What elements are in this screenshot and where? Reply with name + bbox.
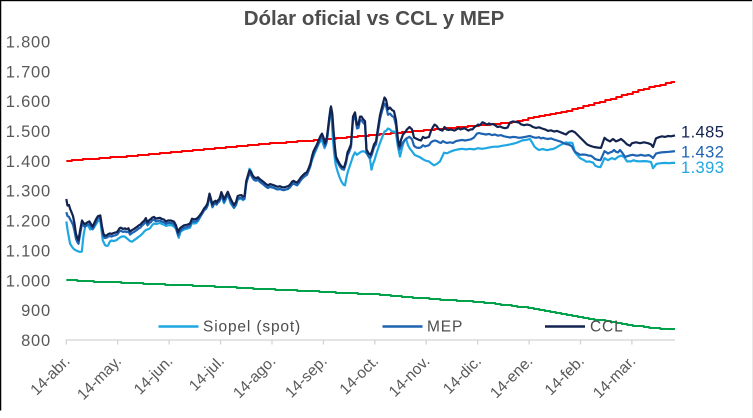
- svg-text:1.000: 1.000: [6, 272, 51, 290]
- svg-text:1.485: 1.485: [681, 124, 724, 142]
- svg-text:CCL: CCL: [590, 318, 624, 335]
- svg-text:800: 800: [21, 332, 51, 350]
- svg-text:1.400: 1.400: [6, 153, 51, 171]
- svg-text:1.300: 1.300: [6, 183, 51, 201]
- svg-text:14-may.: 14-may.: [74, 353, 125, 404]
- svg-text:1.500: 1.500: [6, 123, 51, 141]
- svg-text:14-mar.: 14-mar.: [590, 353, 639, 402]
- svg-text:14-nov.: 14-nov.: [386, 353, 434, 401]
- svg-text:14-dic.: 14-dic.: [440, 353, 485, 398]
- svg-text:MEP: MEP: [427, 318, 463, 335]
- svg-text:14-feb.: 14-feb.: [542, 353, 588, 399]
- svg-text:1.200: 1.200: [6, 213, 51, 231]
- svg-text:1.100: 1.100: [6, 243, 51, 261]
- svg-text:1.700: 1.700: [6, 63, 51, 81]
- svg-text:1.393: 1.393: [681, 159, 724, 177]
- svg-text:14-ene.: 14-ene.: [487, 353, 536, 402]
- svg-text:1.432: 1.432: [681, 143, 724, 161]
- svg-text:1.800: 1.800: [6, 33, 51, 51]
- svg-text:Dólar oficial vs CCL y MEP: Dólar oficial vs CCL y MEP: [244, 7, 505, 30]
- svg-text:14-oct.: 14-oct.: [337, 353, 383, 399]
- svg-text:14-jun.: 14-jun.: [131, 353, 177, 399]
- svg-text:14-ago.: 14-ago.: [230, 353, 279, 402]
- svg-text:14-sep.: 14-sep.: [282, 353, 331, 402]
- svg-text:900: 900: [21, 302, 51, 320]
- svg-text:14-abr.: 14-abr.: [27, 353, 73, 399]
- svg-text:Siopel (spot): Siopel (spot): [203, 318, 301, 335]
- svg-text:14-jul.: 14-jul.: [186, 353, 228, 395]
- svg-text:1.600: 1.600: [6, 93, 51, 111]
